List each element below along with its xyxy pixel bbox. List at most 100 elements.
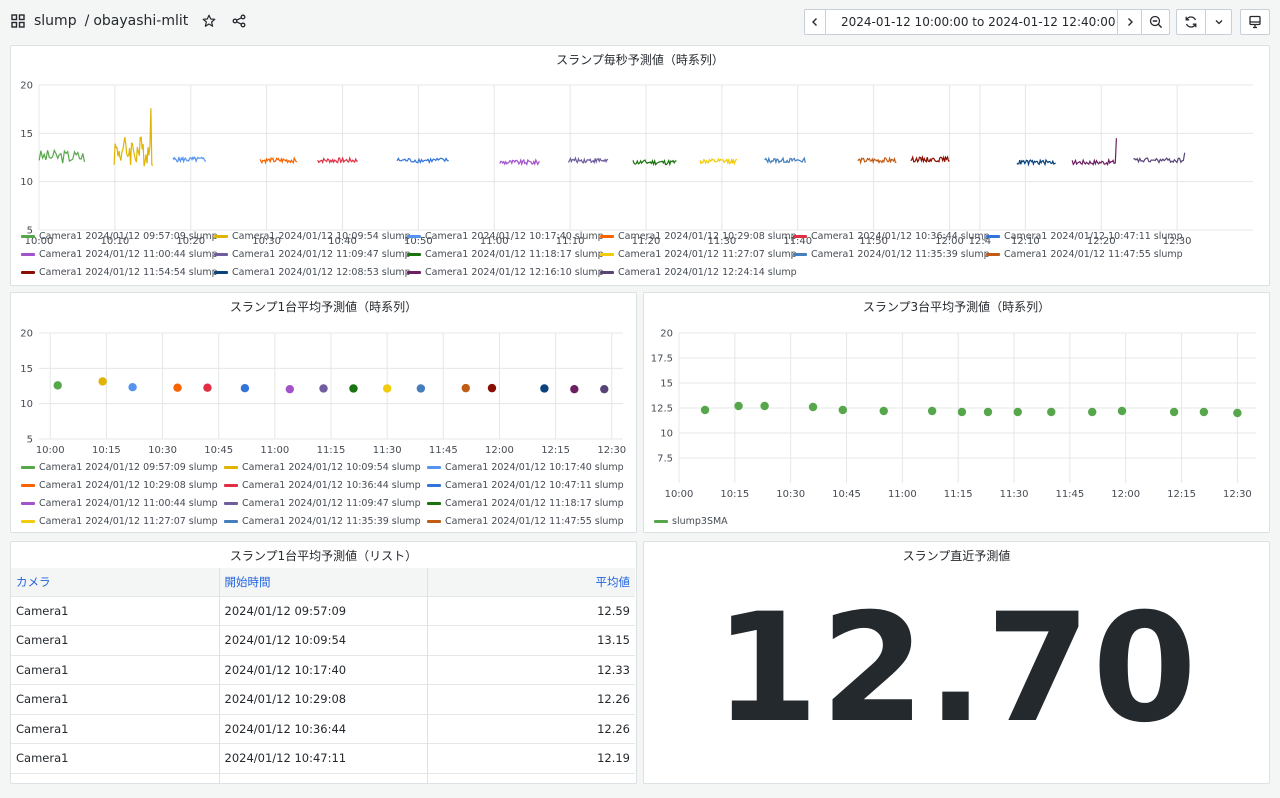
legend-item[interactable]: Camera1 2024/01/12 11:00:44 slump	[21, 248, 218, 260]
legend-item[interactable]: Camera1 2024/01/12 09:57:09 slump	[21, 461, 218, 473]
data-point[interactable]	[349, 384, 358, 393]
series-line[interactable]	[764, 156, 806, 165]
legend-item[interactable]: Camera1 2024/01/12 11:27:07 slump	[21, 515, 218, 527]
data-point[interactable]	[382, 384, 392, 393]
legend-item[interactable]: Camera1 2024/01/12 10:09:54 slump	[224, 461, 421, 473]
chart-slump-single-avg[interactable]: 5 10 15 20 10:00 10:15 10:30 10:45 11:00 11:15 11:…	[11, 315, 637, 465]
data-point[interactable]	[927, 406, 937, 416]
panel-title[interactable]: スランプ1台平均予測値（リスト）	[229, 549, 418, 563]
data-point[interactable]	[1199, 407, 1209, 417]
data-point[interactable]	[285, 384, 295, 394]
legend-item[interactable]: Camera1 2024/01/12 11:47:55 slump	[427, 515, 624, 527]
series-line[interactable]	[113, 108, 154, 167]
data-point[interactable]	[487, 383, 497, 393]
legend-item[interactable]: Camera1 2024/01/12 11:18:17 slump	[407, 248, 604, 260]
legend-item[interactable]: Camera1 2024/01/12 10:17:40 slump	[407, 230, 604, 242]
data-point[interactable]	[838, 405, 847, 415]
data-point[interactable]	[240, 383, 250, 393]
legend-item[interactable]: Camera1 2024/01/12 12:24:14 slump	[600, 266, 797, 278]
data-point[interactable]	[734, 401, 743, 411]
data-point[interactable]	[416, 384, 426, 393]
panel-title[interactable]: スランプ1台平均予測値（時系列）	[229, 300, 418, 314]
series-line[interactable]	[632, 158, 677, 167]
legend-item[interactable]: Camera1 2024/01/12 11:35:39 slump	[224, 515, 421, 527]
data-point[interactable]	[879, 406, 888, 416]
legend-item[interactable]: slump3SMA	[654, 515, 728, 527]
legend-item[interactable]: Camera1 2024/01/12 10:29:08 slump	[21, 479, 218, 491]
folder-link[interactable]: slump	[34, 13, 77, 29]
legend-item[interactable]: Camera1 2024/01/12 12:16:10 slump	[407, 266, 604, 278]
legend-item[interactable]: Camera1 2024/01/12 11:00:44 slump	[21, 497, 218, 509]
legend-item[interactable]: Camera1 2024/01/12 11:54:54 slump	[21, 266, 218, 278]
series-line[interactable]	[396, 157, 449, 165]
series-line[interactable]	[567, 156, 609, 165]
legend-item[interactable]: Camera1 2024/01/12 10:36:44 slump	[224, 479, 421, 491]
column-header-camera[interactable]: カメラ	[11, 568, 220, 596]
series-line[interactable]	[1133, 152, 1186, 164]
series-line[interactable]	[317, 156, 358, 165]
data-point[interactable]	[600, 384, 609, 394]
chart-slump-3sma[interactable]: 7.5 10 12.5 15 17.5 20 10:00 10:15 10:30 10:45 11:…	[644, 315, 1270, 515]
data-point[interactable]	[760, 401, 769, 411]
legend-item[interactable]: Camera1 2024/01/12 11:27:07 slump	[600, 248, 797, 260]
chart-slump-per-second[interactable]: 5 10 15 20 10:00 10:10 10:20 10:30 10:40 10:50 11:…	[11, 68, 1270, 248]
data-point[interactable]	[700, 405, 710, 415]
share-icon[interactable]	[230, 12, 248, 30]
data-point[interactable]	[1047, 407, 1056, 417]
data-point[interactable]	[1233, 408, 1242, 418]
data-point[interactable]	[128, 383, 137, 392]
data-point[interactable]	[203, 383, 212, 392]
panel-title[interactable]: スランプ直近予測値	[902, 549, 1011, 563]
series-line[interactable]	[1016, 158, 1056, 167]
legend-item[interactable]: Camera1 2024/01/12 11:18:17 slump	[427, 497, 624, 509]
data-point[interactable]	[808, 402, 818, 412]
legend-item[interactable]: Camera1 2024/01/12 11:09:47 slump	[224, 497, 421, 509]
data-point[interactable]	[957, 407, 967, 417]
data-point[interactable]	[461, 383, 470, 393]
series-line[interactable]	[857, 156, 897, 165]
legend-item[interactable]: Camera1 2024/01/12 10:09:54 slump	[214, 230, 411, 242]
legend-item[interactable]: Camera1 2024/01/12 11:35:39 slump	[793, 248, 990, 260]
data-point[interactable]	[53, 381, 62, 390]
legend-item[interactable]: Camera1 2024/01/12 11:09:47 slump	[214, 248, 411, 260]
data-point[interactable]	[173, 383, 182, 392]
series-line[interactable]	[38, 148, 86, 164]
data-point[interactable]	[1088, 407, 1097, 417]
series-line[interactable]	[910, 154, 950, 164]
legend-item[interactable]: Camera1 2024/01/12 11:47:55 slump	[986, 248, 1183, 260]
time-forward-button[interactable]	[1118, 9, 1142, 35]
dashboard-title[interactable]: obayashi-mlit	[93, 13, 189, 29]
legend-item[interactable]: Camera1 2024/01/12 10:47:11 slump	[986, 230, 1183, 242]
data-point[interactable]	[1169, 407, 1179, 417]
legend-item[interactable]: Camera1 2024/01/12 09:57:09 slump	[21, 230, 218, 242]
legend-item[interactable]: Camera1 2024/01/12 10:29:08 slump	[600, 230, 797, 242]
data-point[interactable]	[319, 384, 328, 393]
grid-icon[interactable]	[10, 13, 26, 29]
data-point[interactable]	[570, 384, 579, 394]
time-back-button[interactable]	[804, 9, 826, 35]
time-range-picker[interactable]: 2024-01-12 10:00:00 to 2024-01-12 12:40:…	[826, 9, 1118, 35]
data-point[interactable]	[540, 384, 549, 393]
series-line[interactable]	[699, 157, 738, 166]
data-point[interactable]	[1013, 407, 1022, 417]
series-line[interactable]	[499, 157, 540, 167]
series-line[interactable]	[1071, 138, 1117, 167]
legend-item[interactable]: Camera1 2024/01/12 12:08:53 slump	[214, 266, 411, 278]
refresh-interval-dropdown[interactable]	[1206, 9, 1232, 35]
refresh-button[interactable]	[1176, 9, 1206, 35]
column-header-start-time[interactable]: 開始時間	[219, 568, 428, 596]
column-header-average[interactable]: 平均値	[427, 568, 635, 596]
legend-item[interactable]: Camera1 2024/01/12 10:36:44 slump	[793, 230, 990, 242]
legend-item[interactable]: Camera1 2024/01/12 10:17:40 slump	[427, 461, 624, 473]
data-point[interactable]	[98, 377, 107, 386]
data-point[interactable]	[983, 407, 993, 417]
tv-mode-button[interactable]	[1240, 9, 1270, 35]
legend-item[interactable]: Camera1 2024/01/12 10:47:11 slump	[427, 479, 624, 491]
panel-title[interactable]: スランプ毎秒予測値（時系列）	[556, 53, 724, 67]
series-line[interactable]	[172, 155, 206, 164]
series-line[interactable]	[259, 156, 298, 165]
panel-title[interactable]: スランプ3台平均予測値（時系列）	[862, 300, 1051, 314]
star-icon[interactable]	[200, 12, 218, 30]
zoom-out-button[interactable]	[1142, 9, 1170, 35]
data-point[interactable]	[1117, 406, 1127, 416]
